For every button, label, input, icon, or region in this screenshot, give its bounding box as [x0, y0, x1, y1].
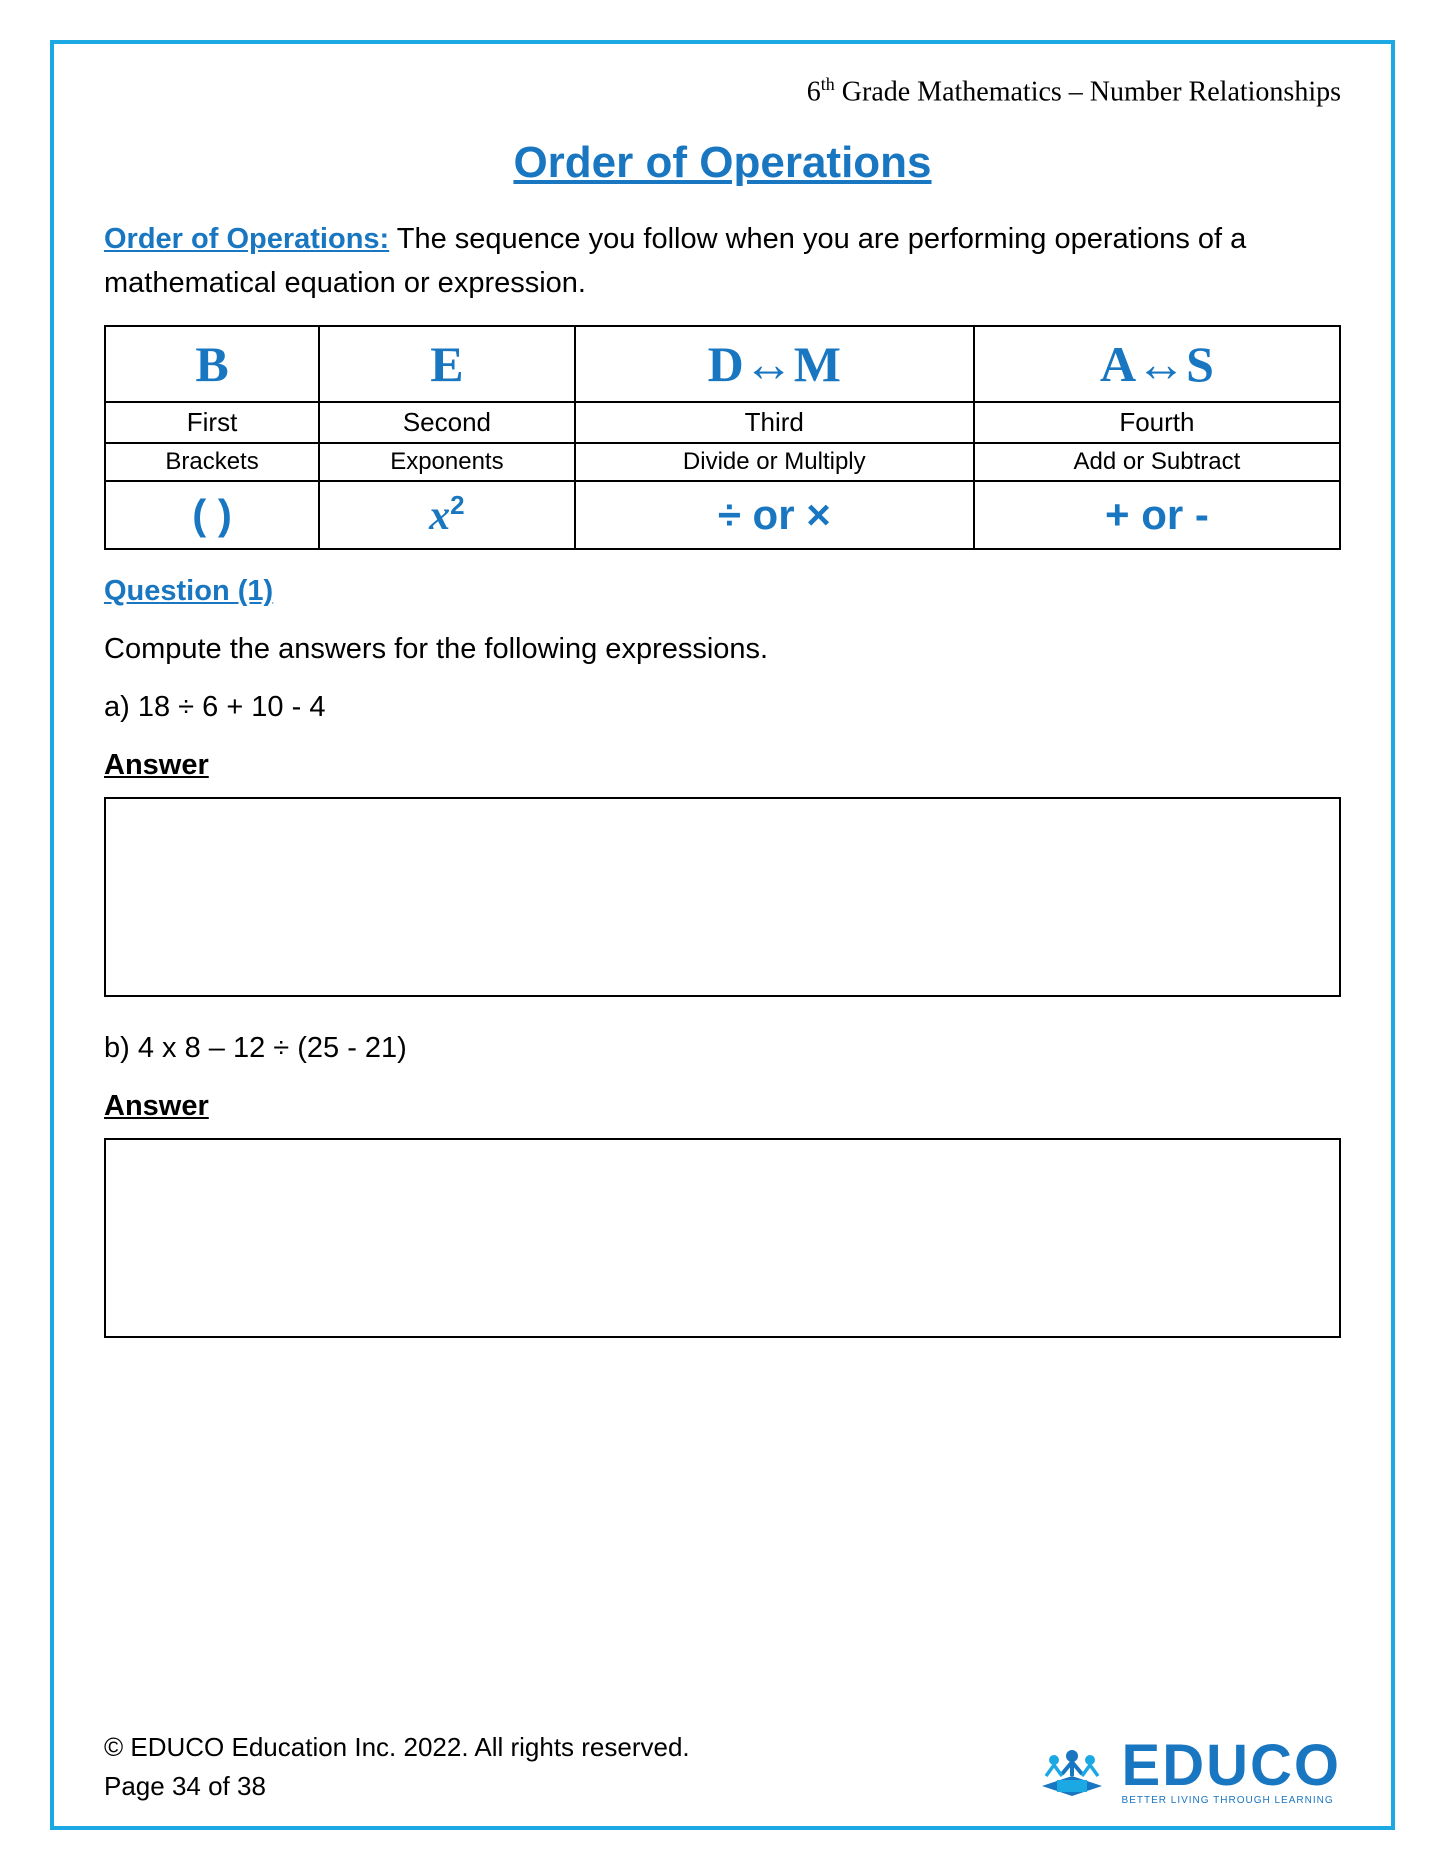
page-title: Order of Operations [104, 138, 1341, 188]
logo-main: EDUCO [1122, 1737, 1341, 1795]
definition-paragraph: Order of Operations: The sequence you fo… [104, 218, 1341, 305]
table-cell: D↔M [575, 326, 974, 402]
table-name-row: Brackets Exponents Divide or Multiply Ad… [105, 443, 1340, 481]
table-symbol-row: ( ) x2 ÷ or × + or - [105, 481, 1340, 549]
question-prompt: Compute the answers for the following ex… [104, 633, 1341, 666]
table-cell: First [105, 402, 319, 443]
answer-box-b[interactable] [104, 1138, 1341, 1338]
logo-tagline: BETTER LIVING THROUGH LEARNING [1122, 1795, 1341, 1806]
table-letter-row: B E D↔M A↔S [105, 326, 1340, 402]
page-header: 6th Grade Mathematics – Number Relations… [104, 74, 1341, 108]
table-cell: x2 [319, 481, 575, 549]
expression-a: a) 18 ÷ 6 + 10 - 4 [104, 691, 1341, 724]
answer-label-a: Answer [104, 749, 1341, 782]
table-cell: ( ) [105, 481, 319, 549]
question-heading: Question (1) [104, 575, 1341, 608]
table-cell: Fourth [974, 402, 1340, 443]
expression-b: b) 4 x 8 – 12 ÷ (25 - 21) [104, 1032, 1341, 1065]
table-cell: E [319, 326, 575, 402]
table-cell: Divide or Multiply [575, 443, 974, 481]
header-subject: Grade Mathematics – Number Relationships [835, 76, 1341, 107]
footer-text: © EDUCO Education Inc. 2022. All rights … [104, 1728, 690, 1806]
page-frame: 6th Grade Mathematics – Number Relations… [50, 40, 1395, 1830]
answer-box-a[interactable] [104, 797, 1341, 997]
table-cell: ÷ or × [575, 481, 974, 549]
grade-prefix: 6 [807, 76, 821, 107]
logo-text: EDUCO BETTER LIVING THROUGH LEARNING [1122, 1737, 1341, 1806]
table-cell: Add or Subtract [974, 443, 1340, 481]
table-cell: Brackets [105, 443, 319, 481]
page-number: Page 34 of 38 [104, 1767, 690, 1806]
table-cell: Exponents [319, 443, 575, 481]
table-cell: Third [575, 402, 974, 443]
table-cell: + or - [974, 481, 1340, 549]
grade-suffix: th [821, 74, 835, 94]
educo-logo: EDUCO BETTER LIVING THROUGH LEARNING [1032, 1736, 1341, 1806]
answer-label-b: Answer [104, 1090, 1341, 1123]
bedmas-table: B E D↔M A↔S First Second Third Fourth Br… [104, 325, 1341, 550]
copyright-line: © EDUCO Education Inc. 2022. All rights … [104, 1728, 690, 1767]
page-footer: © EDUCO Education Inc. 2022. All rights … [104, 1728, 1341, 1806]
table-cell: B [105, 326, 319, 402]
table-order-row: First Second Third Fourth [105, 402, 1340, 443]
logo-icon [1032, 1736, 1112, 1806]
table-cell: A↔S [974, 326, 1340, 402]
definition-term: Order of Operations: [104, 223, 389, 255]
table-cell: Second [319, 402, 575, 443]
